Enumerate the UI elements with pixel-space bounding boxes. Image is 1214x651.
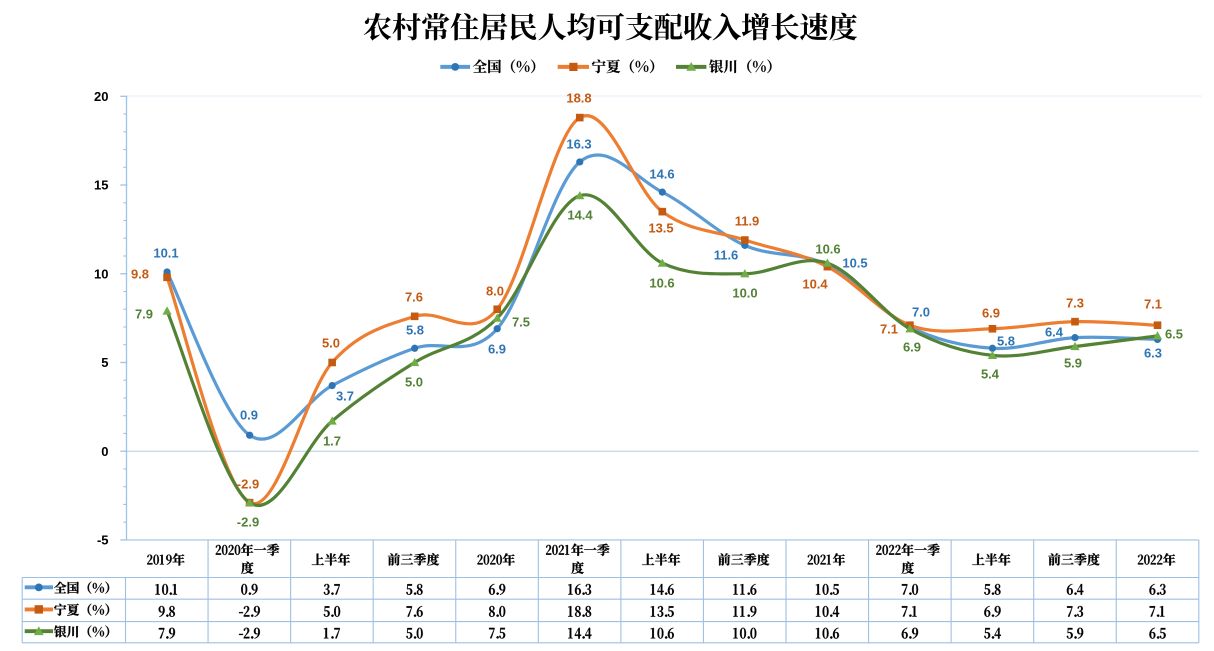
svg-text:7.0: 7.0 <box>912 305 930 320</box>
svg-text:-2.9: -2.9 <box>237 477 259 492</box>
svg-text:6.9: 6.9 <box>488 342 506 357</box>
svg-text:14.4: 14.4 <box>567 208 593 223</box>
svg-text:16.3: 16.3 <box>566 137 591 152</box>
svg-text:5.4: 5.4 <box>981 367 1000 382</box>
svg-text:15: 15 <box>94 178 108 193</box>
svg-text:6.9: 6.9 <box>982 306 1000 321</box>
svg-text:10.5: 10.5 <box>842 256 867 271</box>
svg-text:5.0: 5.0 <box>322 336 340 351</box>
svg-text:6.3: 6.3 <box>1144 346 1162 361</box>
svg-text:5.9: 5.9 <box>1064 356 1082 371</box>
svg-text:7.9: 7.9 <box>135 307 153 322</box>
svg-text:1.7: 1.7 <box>323 434 341 449</box>
svg-text:18.8: 18.8 <box>566 91 591 106</box>
svg-text:10.6: 10.6 <box>649 276 674 291</box>
svg-text:3.7: 3.7 <box>336 389 354 404</box>
svg-text:10.4: 10.4 <box>802 277 828 292</box>
svg-text:10.6: 10.6 <box>815 242 840 257</box>
svg-text:6.9: 6.9 <box>903 340 921 355</box>
svg-text:5.0: 5.0 <box>405 375 423 390</box>
svg-text:5.8: 5.8 <box>406 323 424 338</box>
svg-text:10.1: 10.1 <box>153 246 178 261</box>
svg-text:7.5: 7.5 <box>512 315 530 330</box>
svg-text:10: 10 <box>94 266 108 281</box>
svg-text:6.5: 6.5 <box>1165 327 1183 342</box>
svg-text:5.8: 5.8 <box>997 334 1015 349</box>
svg-text:7.1: 7.1 <box>1144 297 1162 312</box>
svg-text:7.3: 7.3 <box>1066 296 1084 311</box>
svg-text:11.9: 11.9 <box>735 214 760 229</box>
svg-text:0.9: 0.9 <box>240 408 258 423</box>
svg-text:5: 5 <box>101 355 108 370</box>
svg-text:-2.9: -2.9 <box>237 515 259 530</box>
svg-text:6.4: 6.4 <box>1045 325 1064 340</box>
svg-text:8.0: 8.0 <box>486 284 504 299</box>
svg-text:-5: -5 <box>97 533 109 548</box>
svg-text:9.8: 9.8 <box>131 267 149 282</box>
svg-text:0: 0 <box>101 444 108 459</box>
svg-text:10.0: 10.0 <box>732 286 757 301</box>
svg-text:7.1: 7.1 <box>880 322 898 337</box>
svg-text:11.6: 11.6 <box>714 248 739 263</box>
svg-text:7.6: 7.6 <box>405 290 423 305</box>
svg-text:20: 20 <box>94 89 108 104</box>
svg-text:13.5: 13.5 <box>648 221 673 236</box>
svg-text:14.6: 14.6 <box>649 167 674 182</box>
